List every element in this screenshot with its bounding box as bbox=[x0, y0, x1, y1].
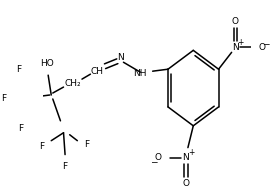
Text: N: N bbox=[117, 53, 124, 62]
Text: N: N bbox=[232, 43, 239, 52]
Text: F: F bbox=[39, 142, 45, 151]
Text: F: F bbox=[18, 124, 23, 133]
Text: O: O bbox=[155, 153, 162, 162]
Text: +: + bbox=[238, 38, 244, 47]
Text: CH: CH bbox=[91, 67, 104, 76]
Text: NH: NH bbox=[133, 69, 147, 78]
Text: −: − bbox=[150, 157, 157, 166]
Text: F: F bbox=[62, 162, 68, 171]
Text: +: + bbox=[188, 148, 194, 157]
Text: F: F bbox=[84, 140, 89, 149]
Text: −: − bbox=[262, 39, 269, 48]
Text: CH₂: CH₂ bbox=[65, 79, 81, 88]
Text: F: F bbox=[1, 94, 6, 103]
Text: O: O bbox=[182, 179, 189, 188]
Text: F: F bbox=[16, 65, 22, 74]
Text: HO: HO bbox=[40, 59, 53, 68]
Text: O: O bbox=[258, 43, 265, 52]
Text: O: O bbox=[232, 17, 239, 26]
Text: N: N bbox=[182, 153, 189, 162]
